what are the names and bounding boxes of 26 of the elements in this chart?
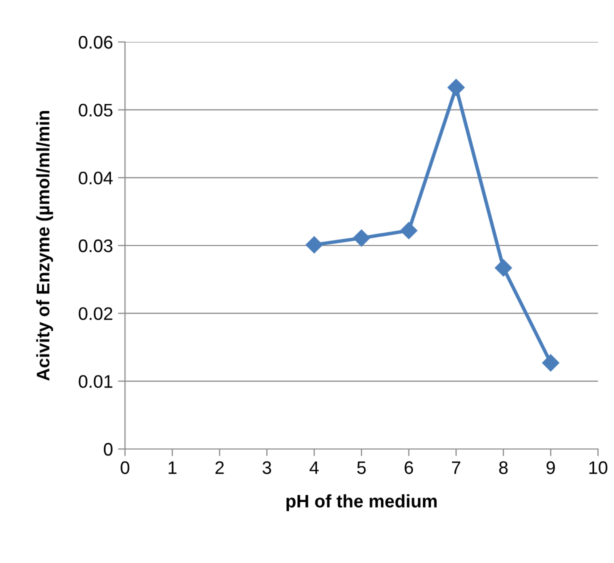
x-tick-label: 1 <box>168 461 176 474</box>
x-axis-title: pH of the medium <box>286 494 437 512</box>
y-tick-label: 0.02 <box>78 307 112 320</box>
x-tick-label: 7 <box>452 461 460 474</box>
y-tick-label: 0.03 <box>78 239 112 252</box>
x-tick-label: 2 <box>215 461 224 474</box>
point <box>306 236 323 254</box>
point <box>400 222 418 240</box>
x-tick-label: 3 <box>262 461 272 474</box>
point <box>494 259 512 276</box>
x-tick-label: 0 <box>120 461 130 474</box>
point <box>352 229 370 247</box>
x-tick-label: 10 <box>589 461 608 474</box>
x-tick-label: 6 <box>404 461 414 474</box>
y-axis-title: Acivity of Enzyme (µmol/ml/min <box>36 110 54 381</box>
x-tick-label: 9 <box>546 461 555 474</box>
y-tick-label: 0.01 <box>78 375 112 388</box>
point <box>448 78 465 96</box>
y-tick-label: 0.04 <box>78 172 113 184</box>
y-tick-label: 0.05 <box>78 104 112 117</box>
y-tick-label: 0 <box>104 442 112 456</box>
x-tick-label: 4 <box>310 461 319 474</box>
point <box>542 354 560 372</box>
x-tick-label: 8 <box>499 461 508 474</box>
x-tick-label: 5 <box>357 461 366 474</box>
y-tick-label: 0.06 <box>78 36 112 49</box>
